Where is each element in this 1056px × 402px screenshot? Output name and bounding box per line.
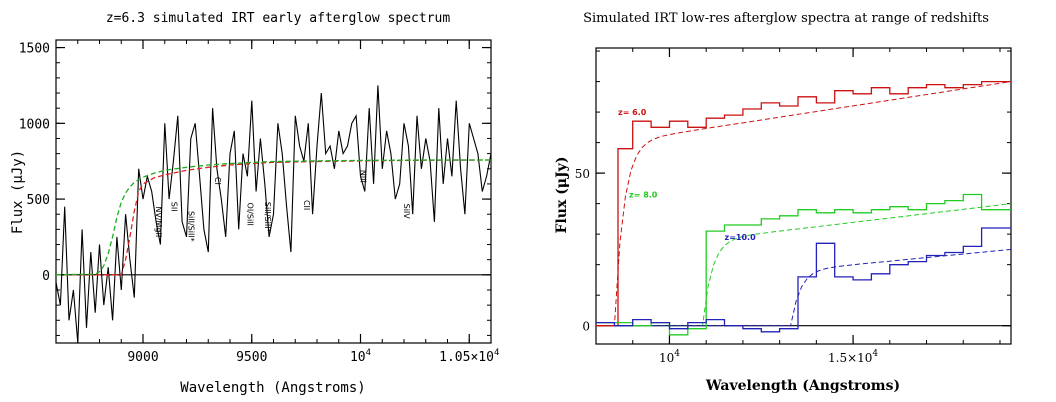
left-line-annotations: NV/MgII SII SiII/SiII* CI OI/SiII SiII/SiII* C… [154,170,411,242]
step-series-line [596,80,1011,327]
x-tick-label: 9500 [236,350,267,365]
line-annotation: OI/SiII [245,203,254,226]
y-tick-label: 1000 [19,117,50,132]
right-y-axis-label: Flux (μJy) [554,157,570,234]
line-annotation: SII [169,202,178,212]
series-label: z= 6.0 [618,108,647,117]
y-tick-label: 50 [575,167,590,181]
right-panel: Simulated IRT low-res afterglow spectra … [554,11,1012,394]
x-tick-label: 104 [350,348,371,365]
line-annotation: CI [213,177,222,185]
left-chart-title: z=6.3 simulated IRT early afterglow spec… [106,11,451,26]
y-tick-label: 0 [582,320,590,334]
left-plot-area [56,85,491,343]
y-tick-label: 0 [42,269,50,284]
line-annotation: SiII/SiII* [187,211,196,242]
spectrum-line [56,85,491,343]
y-tick-label: 1500 [19,42,50,57]
line-annotation: NiII [359,170,368,183]
line-annotation: SiII/SiII* [263,202,272,233]
left-panel: z=6.3 simulated IRT early afterglow spec… [10,11,499,396]
x-tick-label: 1.05×104 [439,348,499,365]
model-dashed-line [596,81,1011,327]
right-x-axis-label: Wavelength (Angstroms) [705,378,900,394]
right-plot-frame [595,47,1012,345]
series-label: z=10.0 [725,233,757,242]
left-y-axis-label: Flux (μJy) [10,150,26,234]
left-x-axis-label: Wavelength (Angstroms) [180,380,365,396]
x-tick-label: 104 [659,349,680,365]
model-dashed-line [596,203,1011,327]
right-chart-title: Simulated IRT low-res afterglow spectra … [583,11,989,26]
left-plot-frame [55,39,492,344]
step-series-line [596,193,1011,336]
y-tick-label: 500 [27,193,50,208]
left-ticks: 9000 9500 104 1.05×104 0 500 1000 1500 [19,40,499,365]
model-dashed-line [56,159,491,276]
model-dashed-line [56,159,491,276]
x-tick-label: 9000 [127,350,158,365]
line-annotation: SiIV [402,204,411,220]
model-dashed-line [596,248,1011,327]
step-series-line [596,227,1011,333]
line-annotation: NV/MgII [154,206,163,237]
line-annotation: CII [302,200,311,210]
series-label: z= 8.0 [629,191,658,200]
right-plot-area [596,80,1011,336]
x-tick-label: 1.5×104 [828,349,878,365]
